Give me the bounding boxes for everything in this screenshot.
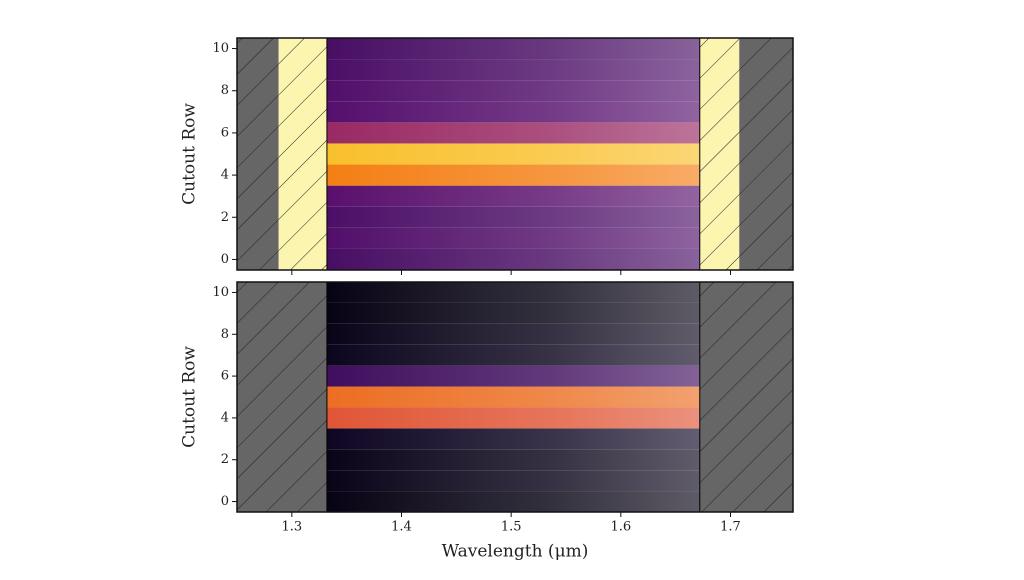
row-shading: [326, 38, 700, 270]
hatch: [278, 38, 327, 270]
y-axis-label: Cutout Row: [180, 346, 200, 448]
hatch: [739, 38, 793, 270]
row-shading: [326, 282, 700, 512]
hatch: [699, 38, 740, 270]
y-tick-label: 4: [221, 168, 229, 183]
hatch: [237, 282, 327, 512]
x-tick-label: 1.3: [281, 520, 302, 535]
y-tick-label: 0: [221, 494, 229, 509]
x-axis-label: Wavelength (μm): [442, 542, 589, 562]
y-tick-label: 8: [221, 327, 229, 342]
x-tick-label: 1.7: [720, 520, 741, 535]
plot-frame: [236, 281, 794, 513]
y-axis-label: Cutout Row: [180, 103, 200, 205]
x-tick-label: 1.5: [501, 520, 522, 535]
y-tick-label: 6: [221, 125, 229, 140]
y-tick-label: 0: [221, 252, 229, 267]
hatch: [237, 38, 279, 270]
y-tick-label: 4: [221, 410, 229, 425]
x-tick-label: 1.4: [391, 520, 412, 535]
y-tick-label: 2: [221, 452, 229, 467]
y-tick-label: 10: [212, 41, 229, 56]
plot-frame: [236, 37, 794, 271]
x-tick-label: 1.6: [610, 520, 631, 535]
hatch: [699, 282, 793, 512]
y-tick-label: 2: [221, 210, 229, 225]
y-tick-label: 8: [221, 83, 229, 98]
y-tick-label: 6: [221, 369, 229, 384]
y-tick-label: 10: [212, 285, 229, 300]
